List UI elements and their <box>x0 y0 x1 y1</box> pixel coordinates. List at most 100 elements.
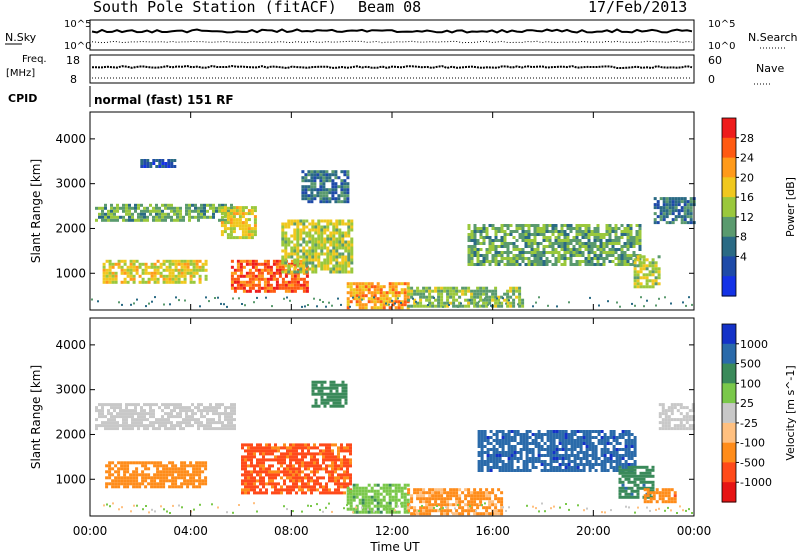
echo-region <box>105 461 208 489</box>
colorbar-swatch <box>722 324 736 345</box>
noise-tick-left-top: 10^5 <box>64 19 91 30</box>
colorbar-swatch <box>722 343 736 365</box>
y-tick-label: 3000 <box>55 383 86 397</box>
beam-label: Beam 08 <box>358 0 422 16</box>
noise-search-trace <box>91 40 693 44</box>
frequency-trace <box>92 64 693 70</box>
echo-region <box>658 403 695 431</box>
echo-region <box>220 206 257 240</box>
echo-region <box>346 483 410 514</box>
freq-label-1: Freq. <box>22 54 47 65</box>
echo-region <box>346 282 410 310</box>
near-range-scatter <box>91 296 693 308</box>
status-panels: N.Sky N.Search 10^5 10^0 10^5 10^0 Freq.… <box>5 19 798 107</box>
colorbar-tick-label: 20 <box>740 171 754 184</box>
noise-tick-right-bottom: 10^0 <box>708 41 735 52</box>
colorbar-tick-label: 16 <box>740 191 754 204</box>
colorbar-tick-label: 24 <box>740 152 754 165</box>
x-tick-label: 00:00 <box>677 524 712 538</box>
colorbar-swatch <box>722 216 736 238</box>
echo-region <box>467 224 642 266</box>
echo-region <box>633 255 661 289</box>
echo-region <box>281 219 354 274</box>
colorbar-tick-label: 28 <box>740 132 754 145</box>
date-label: 17/Feb/2013 <box>588 0 688 16</box>
x-tick-label: 12:00 <box>375 524 410 538</box>
freq-label-2: [MHz] <box>6 68 35 79</box>
colorbar-swatch <box>722 137 736 159</box>
colorbar-swatch <box>722 157 736 178</box>
noise-tick-right-top: 10^5 <box>708 19 735 30</box>
y-tick-label: 2000 <box>55 221 86 235</box>
x-tick-label: 08:00 <box>274 524 309 538</box>
x-tick-label: 20:00 <box>576 524 611 538</box>
freq-panel-frame <box>89 54 695 84</box>
noise-sky-trace <box>91 28 693 34</box>
y-axis-title: Slant Range [km] <box>29 365 43 469</box>
echo-region <box>311 380 348 408</box>
nave-tick-top: 60 <box>708 54 722 67</box>
x-tick-label: 00:00 <box>73 524 108 538</box>
y-axis-title: Slant Range [km] <box>29 159 43 263</box>
echo-region <box>140 159 177 168</box>
colorbar-tick-label: -500 <box>740 456 765 469</box>
colorbar-swatch <box>722 177 736 198</box>
y-tick-label: 4000 <box>55 338 86 352</box>
echo-region <box>477 430 637 472</box>
y-tick-label: 2000 <box>55 427 86 441</box>
x-tick-label: 16:00 <box>475 524 510 538</box>
velocity-panel: 1000 2000 3000 4000 00:00 04:00 08:00 12:00 16:0… <box>29 317 797 538</box>
freq-tick-top: 18 <box>66 54 80 67</box>
colorbar-swatch <box>722 276 736 297</box>
colorbar-tick-label: 100 <box>740 377 761 390</box>
echo-region <box>407 286 525 308</box>
x-axis-title: Time UT <box>369 540 420 554</box>
colorbar-tick-label: -100 <box>740 437 765 450</box>
echo-region <box>407 488 504 516</box>
colorbar-swatch <box>722 197 736 218</box>
colorbar-title: Power [dB] <box>784 177 797 237</box>
echo-region <box>102 259 208 284</box>
colorbar-frame <box>721 323 737 503</box>
nave-tick-bottom: 0 <box>708 73 715 86</box>
cpid-label: CPID <box>8 92 37 105</box>
colorbar-swatch <box>722 442 736 464</box>
x-tick-label: 04:00 <box>173 524 208 538</box>
colorbar-frame <box>721 117 737 297</box>
colorbar-tick-label: 1000 <box>740 338 768 351</box>
colorbar-tick-label: -25 <box>740 417 758 430</box>
echo-region <box>653 197 696 225</box>
nsearch-label: N.Search <box>748 31 798 44</box>
y-tick-label: 1000 <box>55 266 86 280</box>
colorbar-tick-label: 12 <box>740 211 754 224</box>
colorbar-swatch <box>722 422 736 444</box>
echo-region <box>95 403 236 431</box>
station-title: South Pole Station (fitACF) <box>93 0 337 16</box>
colorbar-tick-label: 4 <box>740 250 747 263</box>
colorbar-swatch <box>722 383 736 404</box>
freq-tick-bottom: 8 <box>70 73 77 86</box>
y-tick-label: 1000 <box>55 472 86 486</box>
colorbar-swatch <box>722 236 736 258</box>
colorbar-tick-label: -1000 <box>740 476 772 489</box>
echo-region <box>301 170 350 204</box>
noise-panel-frame <box>89 19 695 51</box>
near-range-scatter <box>103 502 693 514</box>
echo-region <box>241 443 352 495</box>
colorbar-tick-label: 8 <box>740 231 747 244</box>
colorbar-swatch <box>722 363 736 384</box>
power-panel: 1000 2000 3000 4000 Slant Range [km] 28 24 20 16… <box>29 111 797 311</box>
nave-label: Nave <box>756 62 784 75</box>
y-tick-label: 3000 <box>55 177 86 191</box>
nsky-label: N.Sky <box>5 31 37 44</box>
colorbar-swatch <box>722 118 736 139</box>
colorbar-swatch <box>722 462 736 483</box>
colorbar-title: Velocity [m s^-1] <box>784 365 797 460</box>
colorbar-tick-label: 25 <box>740 397 754 410</box>
colorbar-swatch <box>722 256 736 277</box>
colorbar-swatch <box>722 482 736 503</box>
noise-tick-left-bottom: 10^0 <box>64 41 91 52</box>
colorbar-swatch <box>722 403 736 424</box>
colorbar-tick-label: 500 <box>740 358 761 371</box>
